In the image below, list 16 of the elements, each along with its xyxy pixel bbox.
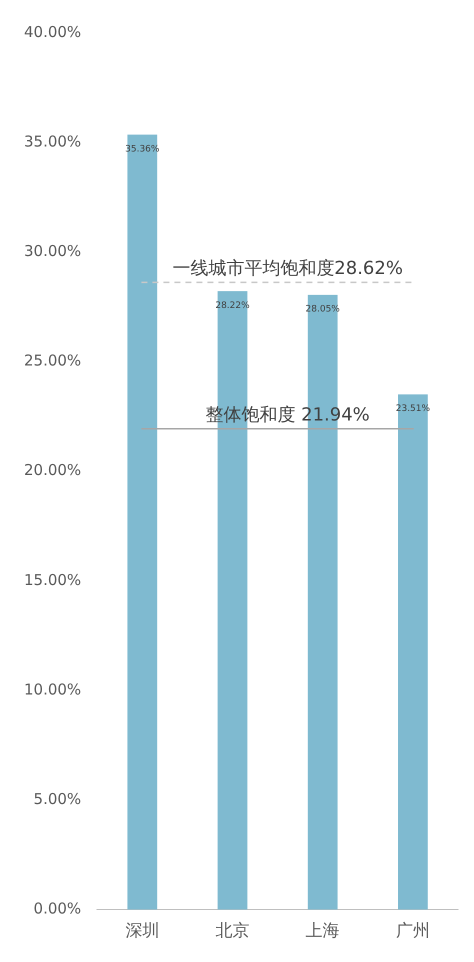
x-tick-label: 上海 xyxy=(306,921,340,942)
x-tick-label: 深圳 xyxy=(125,921,160,942)
y-tick-label: 15.00% xyxy=(24,570,82,589)
ref-line-label: 一线城市平均饱和度28.62% xyxy=(172,258,403,280)
x-tick-label: 广州 xyxy=(396,921,430,942)
y-tick-label: 10.00% xyxy=(24,680,82,698)
x-tick-label: 北京 xyxy=(215,921,250,942)
y-tick-label: 35.00% xyxy=(24,132,82,150)
y-tick-label: 0.00% xyxy=(34,899,82,918)
bar xyxy=(398,394,428,910)
y-tick-label: 30.00% xyxy=(24,242,82,260)
y-tick-label: 20.00% xyxy=(24,461,82,480)
y-tick-label: 40.00% xyxy=(24,22,82,41)
y-tick-label: 25.00% xyxy=(24,352,82,370)
y-tick-label: 5.00% xyxy=(34,790,82,808)
bar xyxy=(127,134,158,910)
